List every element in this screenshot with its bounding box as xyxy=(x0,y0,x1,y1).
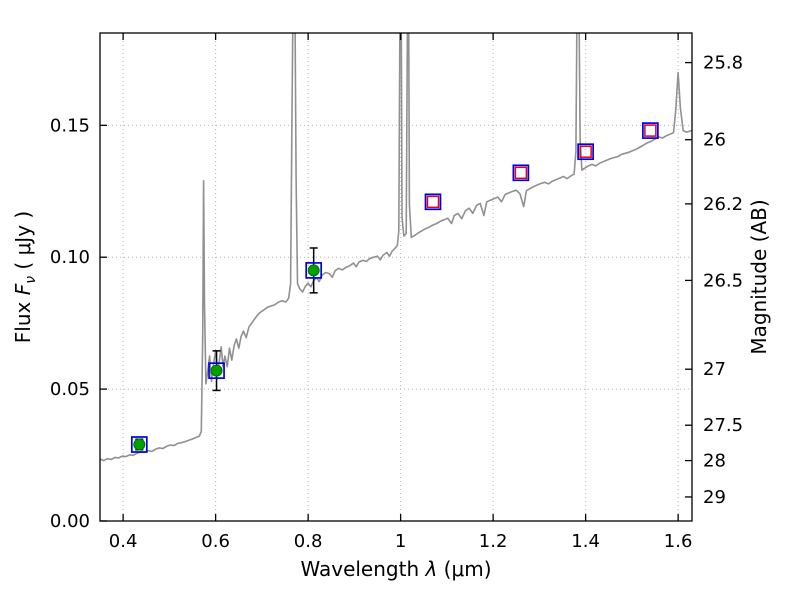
y-left-axis-label: Flux Fν ( μJy ) xyxy=(11,211,39,343)
spectrum-line xyxy=(100,33,692,462)
green-circle-marker xyxy=(133,438,146,451)
x-tick-label: 1.4 xyxy=(571,531,600,552)
y-right-tick-label: 25.8 xyxy=(703,53,743,74)
y-right-tick-label: 26.5 xyxy=(703,270,743,291)
x-tick-label: 0.6 xyxy=(201,531,230,552)
y-left-tick-label: 0.10 xyxy=(50,247,90,268)
blue-square-marker xyxy=(130,436,148,453)
x-tick-label: 1 xyxy=(395,531,406,552)
y-right-tick-label: 29 xyxy=(703,487,726,508)
blue-square-marker xyxy=(577,143,594,161)
y-right-tick-label: 27.5 xyxy=(703,415,743,436)
blue-square-marker xyxy=(512,164,530,182)
tick-labels: 0.4 0.6 0.8 1 1.2 1.4 1.6 0.00 0.05 0.10 0.15 25.8 2… xyxy=(50,53,743,552)
blue-open-squares xyxy=(130,122,659,453)
plot-border xyxy=(99,32,693,522)
green-filled-circles xyxy=(133,264,320,451)
red-square-marker xyxy=(579,145,592,158)
green-circle-marker xyxy=(307,264,320,277)
x-tick-label: 1.6 xyxy=(664,531,693,552)
x-tick-label: 0.8 xyxy=(294,531,323,552)
x-tick-label: 1.2 xyxy=(479,531,508,552)
green-circle-marker xyxy=(210,364,223,377)
y-right-tick-label: 26.2 xyxy=(703,194,743,215)
y-left-tick-label: 0.00 xyxy=(50,511,90,532)
y-left-tick-label: 0.05 xyxy=(50,379,90,400)
blue-square-marker xyxy=(642,122,659,139)
y-right-tick-label: 27 xyxy=(703,359,726,380)
blue-square-marker xyxy=(208,362,225,379)
blue-square-marker xyxy=(305,262,323,279)
y-right-tick-label: 28 xyxy=(703,451,726,472)
y-right-axis-label: Magnitude (AB) xyxy=(747,199,771,354)
red-square-marker xyxy=(426,195,440,209)
ticks xyxy=(100,33,692,522)
red-square-marker xyxy=(644,124,657,137)
x-axis-label: Wavelength λ (μm) xyxy=(300,557,491,581)
red-open-squares xyxy=(426,124,657,209)
y-right-tick-label: 26 xyxy=(703,130,726,151)
y-left-tick-label: 0.15 xyxy=(50,115,90,136)
blue-square-marker xyxy=(424,193,442,211)
red-square-marker xyxy=(514,166,528,180)
x-tick-label: 0.4 xyxy=(109,531,138,552)
